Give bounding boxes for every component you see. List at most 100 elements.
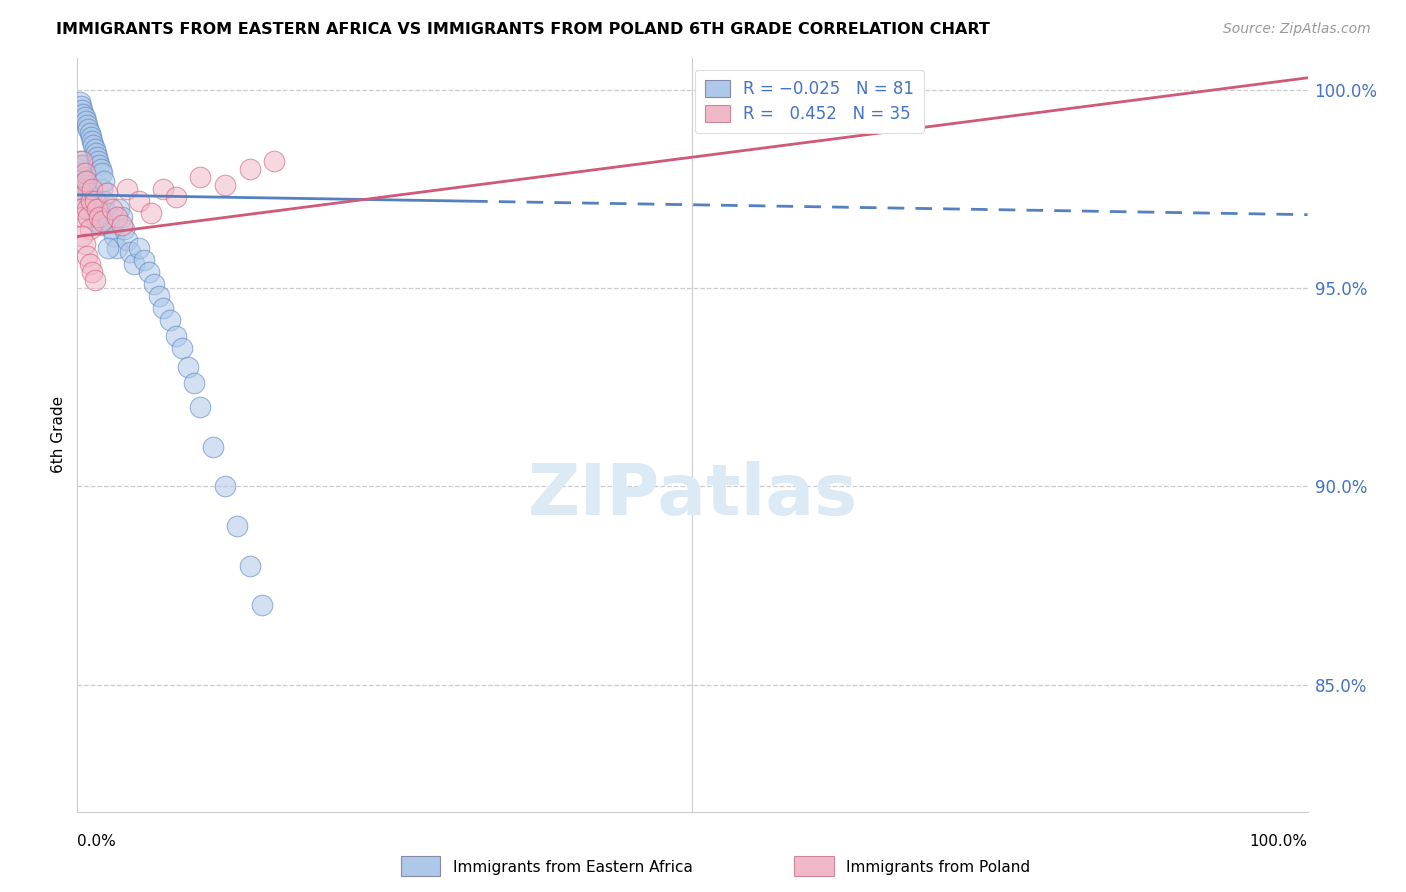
Point — [82, 265, 104, 279]
Point — [115, 234, 138, 248]
Point — [111, 218, 132, 232]
Point — [96, 205, 118, 219]
Point — [105, 210, 128, 224]
Point — [142, 277, 165, 292]
Point — [141, 205, 163, 219]
Point — [214, 178, 236, 192]
Point — [77, 182, 100, 196]
Point — [98, 213, 121, 227]
Point — [73, 237, 96, 252]
Point — [128, 241, 150, 255]
Point — [177, 360, 200, 375]
Point — [82, 138, 104, 153]
Point — [69, 169, 91, 184]
Point — [214, 479, 236, 493]
Text: Source: ZipAtlas.com: Source: ZipAtlas.com — [1223, 22, 1371, 37]
Point — [83, 194, 105, 208]
Point — [72, 158, 94, 172]
Point — [76, 186, 98, 200]
Point — [183, 376, 205, 391]
Point — [89, 210, 111, 224]
Text: 100.0%: 100.0% — [1250, 834, 1308, 849]
Point — [70, 166, 93, 180]
Point — [108, 202, 131, 216]
Point — [76, 119, 98, 133]
Point — [190, 400, 212, 414]
Point — [190, 169, 212, 184]
Point — [67, 182, 90, 196]
Legend: R = −0.025   N = 81, R =   0.452   N = 35: R = −0.025 N = 81, R = 0.452 N = 35 — [695, 70, 924, 133]
Point — [79, 186, 101, 200]
Point — [69, 190, 91, 204]
Point — [159, 313, 181, 327]
Point — [170, 341, 193, 355]
Point — [75, 174, 97, 188]
Point — [70, 178, 93, 192]
Text: Immigrants from Eastern Africa: Immigrants from Eastern Africa — [453, 860, 693, 874]
Point — [115, 182, 138, 196]
Point — [79, 127, 101, 141]
Point — [90, 182, 114, 196]
Point — [93, 194, 115, 208]
Point — [93, 174, 115, 188]
Point — [83, 210, 105, 224]
Point — [75, 182, 97, 196]
Point — [82, 182, 104, 196]
Point — [101, 202, 124, 216]
Point — [96, 186, 118, 200]
Point — [87, 154, 110, 169]
Point — [75, 174, 97, 188]
Point — [111, 210, 132, 224]
Point — [77, 210, 100, 224]
Point — [90, 213, 114, 227]
Point — [89, 210, 111, 224]
Point — [148, 289, 170, 303]
Point — [77, 122, 100, 136]
Point — [80, 198, 103, 212]
Point — [84, 146, 107, 161]
Point — [165, 328, 187, 343]
Point — [83, 273, 105, 287]
Point — [70, 202, 93, 216]
Point — [152, 301, 174, 315]
Point — [72, 210, 94, 224]
Point — [105, 241, 128, 255]
Point — [86, 150, 108, 164]
Point — [80, 130, 103, 145]
Point — [70, 98, 93, 112]
Point — [76, 202, 98, 216]
Point — [79, 194, 101, 208]
Point — [73, 169, 96, 184]
Point — [239, 558, 262, 573]
Point — [112, 221, 135, 235]
Point — [90, 166, 114, 180]
Point — [101, 221, 124, 235]
Point — [70, 174, 93, 188]
Point — [152, 182, 174, 196]
Point — [226, 519, 249, 533]
Point — [122, 257, 145, 271]
Text: Immigrants from Poland: Immigrants from Poland — [846, 860, 1031, 874]
Point — [70, 154, 93, 169]
Point — [70, 103, 93, 117]
Point — [76, 178, 98, 192]
Point — [67, 162, 90, 177]
Point — [87, 202, 110, 216]
Point — [72, 166, 94, 180]
Point — [103, 229, 125, 244]
Point — [73, 111, 96, 125]
Point — [76, 249, 98, 263]
Point — [239, 162, 262, 177]
Point — [82, 134, 104, 148]
Point — [86, 194, 108, 208]
Point — [69, 95, 91, 109]
Y-axis label: 6th Grade: 6th Grade — [51, 396, 66, 474]
Text: ZIPatlas: ZIPatlas — [527, 460, 858, 530]
Point — [73, 178, 96, 192]
Text: 0.0%: 0.0% — [77, 834, 117, 849]
Point — [83, 142, 105, 156]
Point — [70, 158, 93, 172]
Point — [120, 245, 142, 260]
Point — [250, 599, 273, 613]
Point — [165, 190, 187, 204]
